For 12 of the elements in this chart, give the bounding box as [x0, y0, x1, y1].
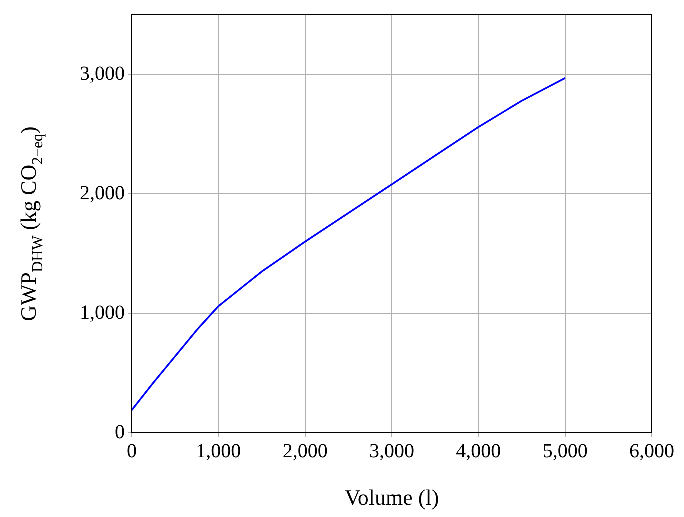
x-axis-title: Volume (l) [344, 485, 440, 510]
y-tick-label: 0 [115, 421, 125, 444]
x-tick-label: 2,000 [282, 440, 328, 462]
x-tick-label: 1,000 [196, 440, 242, 462]
x-tick-label: 5,000 [542, 440, 588, 462]
y-tick-label: 2,000 [80, 182, 125, 204]
x-tick-label: 6,000 [630, 440, 674, 462]
x-tick-label: 4,000 [456, 440, 502, 462]
y-tick-label: 3,000 [80, 62, 125, 85]
y-axis-title: GWPDHW (kg CO2−eq) [16, 126, 47, 322]
y-tick-label: 1,000 [80, 302, 125, 324]
x-tick-label: 3,000 [370, 440, 414, 462]
